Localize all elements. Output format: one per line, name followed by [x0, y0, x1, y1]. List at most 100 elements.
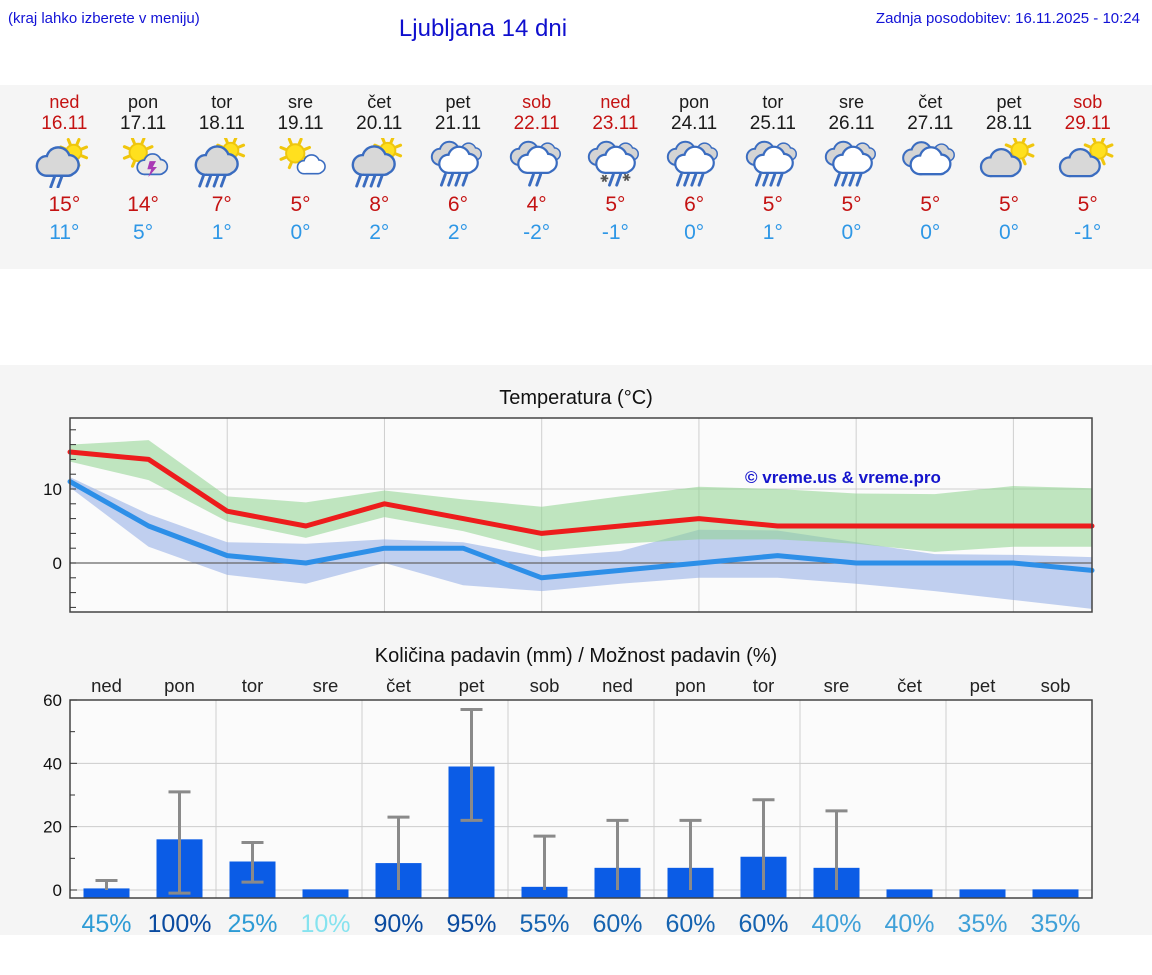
snowflake-glyph [623, 173, 631, 182]
menu-hint-text: (kraj lahko izberete v meniju) [8, 10, 200, 27]
last-update-text: Zadnja posodobitev: 16.11.2025 - 10:24 [875, 10, 1140, 27]
low-temperature-value: 2° [369, 221, 390, 244]
clouds-icon [898, 138, 962, 188]
precip-y-tick-label: 0 [53, 881, 62, 900]
precip-day-label: sre [824, 675, 850, 696]
day-date-label: 22.11 [513, 113, 560, 134]
day-name-label: čet [918, 92, 943, 112]
low-temperature-value: -1° [601, 221, 629, 244]
precip-day-label: čet [897, 675, 922, 696]
sun-cloud-thunder-icon [111, 137, 175, 188]
precip-probability-label: 40% [884, 910, 934, 938]
cloud-glyph [35, 146, 81, 177]
precip-error-bar [387, 815, 410, 890]
temp-y-tick-label: 0 [53, 554, 62, 573]
day-date-label: 26.11 [828, 113, 875, 134]
precip-bar [1032, 889, 1079, 898]
day-date-label: 18.11 [198, 113, 245, 134]
precip-probability-label: 60% [592, 910, 642, 938]
forecast-day-column: sre 19.11 5° 0° [261, 85, 340, 269]
precipitation-chart-title: Količina padavin (mm) / Možnost padavin … [374, 645, 778, 667]
low-temperature-value: 0° [684, 221, 705, 244]
high-temperature-value: 5° [605, 193, 626, 216]
low-temperature-value: 1° [211, 221, 232, 244]
cloud-sun-rain-light-icon [32, 138, 96, 189]
precip-probability-label: 100% [148, 910, 212, 938]
day-date-label: 16.11 [41, 113, 88, 134]
precip-bar [83, 888, 130, 898]
low-temperature-value: 11° [49, 221, 80, 244]
day-name-label: čet [367, 92, 392, 112]
low-temperature-value: 1° [762, 221, 783, 244]
max-temperature-line [67, 449, 1095, 536]
precip-day-label: ned [91, 675, 122, 696]
high-temperature-value: 6° [447, 193, 468, 216]
high-temperature-value: 14° [127, 193, 159, 216]
cloud-glyph [909, 146, 952, 176]
rain-glyph [754, 173, 784, 187]
forecast-day-column: pon 24.11 6° 0° [655, 85, 734, 269]
rain-glyph [355, 174, 384, 188]
forecast-day-column: tor 18.11 7° 1° [182, 85, 261, 269]
clouds-rain-heavy-icon [820, 138, 884, 188]
day-name-label: sob [1073, 92, 1103, 112]
low-temperature-value: 0° [290, 221, 311, 244]
precipitation-chart: 0 20 40 60 ned pon tor sre čet pet sob ned pon tor sre… [43, 675, 1093, 938]
day-name-label: pon [128, 92, 159, 112]
precip-error-bar [95, 879, 118, 890]
precip-probability-label: 25% [227, 910, 277, 938]
temperature-chart-title: Temperatura (°C) [499, 387, 653, 409]
cloud-glyph [753, 145, 794, 174]
day-name-label: pet [445, 92, 471, 112]
sun-cloud-icon [269, 137, 333, 188]
precip-probability-label: 35% [957, 910, 1007, 938]
cloud-glyph [674, 145, 715, 174]
precip-probability-label: 35% [1030, 910, 1080, 938]
precip-y-tick-label: 60 [43, 691, 62, 710]
rain-glyph [439, 173, 469, 187]
precip-error-bar [752, 798, 775, 890]
low-temperature-value: 0° [920, 221, 941, 244]
high-temperature-value: 4° [526, 193, 547, 216]
low-temperature-value: -1° [1074, 221, 1102, 244]
precip-day-label: sob [1041, 675, 1071, 696]
precip-y-tick-label: 40 [43, 754, 62, 773]
precip-error-bar [679, 818, 702, 890]
high-temperature-value: 8° [369, 193, 390, 216]
clouds-sleet-icon [583, 138, 647, 188]
precip-day-label: pon [675, 675, 706, 696]
precip-bar [302, 889, 349, 898]
precip-probability-label: 40% [811, 910, 861, 938]
day-date-label: 28.11 [985, 113, 1033, 134]
forecast-day-column: ned 16.11 15° 11° [25, 85, 104, 269]
snowflake-glyph [600, 174, 609, 183]
low-temperature-value: 5° [133, 221, 154, 244]
cloud-glyph [516, 145, 558, 174]
cloud-glyph [1058, 148, 1101, 178]
low-temperature-value: -2° [523, 221, 551, 244]
cloud-sun-rain-heavy-icon [190, 136, 254, 188]
forecast-day-column: tor 25.11 5° 1° [733, 85, 812, 269]
day-name-label: sre [288, 92, 314, 112]
high-temperature-value: 5° [762, 193, 783, 216]
day-name-label: pon [679, 92, 710, 112]
forecast-day-column: sre 26.11 5° 0° [812, 85, 891, 269]
forecast-strip-background [0, 85, 1152, 269]
cloud-sun-rain-heavy-icon [347, 136, 411, 188]
high-temperature-value: 15° [48, 193, 81, 216]
precip-bar [521, 886, 568, 898]
precip-day-label: tor [242, 675, 264, 696]
precip-y-tick-label: 20 [43, 818, 62, 837]
precip-day-label: tor [753, 675, 775, 696]
forecast-day-column: pet 21.11 6° 2° [419, 85, 498, 269]
forecast-day-column: sob 29.11 5° -1° [1048, 85, 1127, 269]
rain-glyph [527, 173, 542, 187]
sun-glyph [122, 137, 154, 168]
rain-glyph [676, 173, 705, 187]
cloud-glyph [979, 148, 1022, 178]
precip-error-bar [460, 708, 483, 822]
cloud-glyph [194, 145, 239, 176]
temperature-chart: 0 10 [43, 417, 1095, 613]
day-date-label: 17.11 [120, 113, 167, 134]
